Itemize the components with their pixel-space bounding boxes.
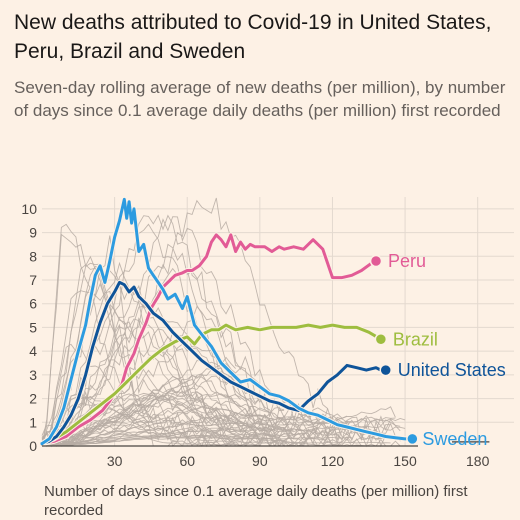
brazil-end-point bbox=[374, 333, 388, 346]
other-country-line bbox=[41, 394, 416, 447]
other-countries-lines bbox=[41, 197, 416, 448]
other-country-line bbox=[41, 375, 382, 446]
other-country-line bbox=[41, 404, 275, 447]
y-tick-label: 8 bbox=[29, 248, 37, 264]
series-labels: Peru Brazil United States Sweden bbox=[388, 251, 506, 449]
other-country-line bbox=[41, 318, 333, 447]
y-tick-label: 5 bbox=[29, 319, 37, 335]
other-country-line bbox=[41, 392, 294, 447]
other-country-line bbox=[41, 436, 352, 447]
x-tick-label: 180 bbox=[466, 453, 490, 469]
x-tick-label: 150 bbox=[393, 453, 417, 469]
y-tick-label: 0 bbox=[29, 438, 37, 454]
axes: 0 1 2 3 4 5 6 7 8 9 10 30 60 90 120 150 180 bbox=[21, 201, 489, 469]
other-country-line bbox=[41, 243, 270, 448]
sweden-label: Sweden bbox=[422, 429, 487, 449]
chart-title: New deaths attributed to Covid-19 in Uni… bbox=[14, 11, 492, 63]
x-axis-title: Number of days since 0.1 average daily d… bbox=[44, 483, 468, 519]
united-states-end-point bbox=[379, 363, 392, 377]
other-country-line bbox=[41, 395, 348, 447]
other-country-line bbox=[41, 375, 241, 447]
brazil-label: Brazil bbox=[393, 329, 438, 349]
x-tick-label: 30 bbox=[107, 453, 123, 469]
other-country-line bbox=[41, 400, 406, 447]
y-tick-label: 10 bbox=[21, 201, 37, 217]
peru-end-point bbox=[369, 254, 383, 268]
other-country-line bbox=[41, 282, 401, 447]
y-tick-label: 3 bbox=[29, 367, 37, 383]
sweden-line bbox=[40, 197, 414, 446]
other-country-line bbox=[41, 216, 391, 447]
other-country-line bbox=[41, 391, 396, 447]
x-tick-label: 90 bbox=[252, 453, 268, 469]
other-country-line bbox=[41, 360, 319, 447]
other-country-line bbox=[41, 422, 309, 447]
chart-subtitle: Seven-day rolling average of new deaths … bbox=[14, 78, 506, 120]
line-chart: 0 1 2 3 4 5 6 7 8 9 10 30 60 90 120 150 180 Peru Brazil Un… bbox=[21, 196, 514, 469]
y-tick-label: 2 bbox=[29, 391, 37, 407]
highlighted-series bbox=[40, 196, 419, 447]
other-country-line bbox=[41, 431, 270, 447]
y-tick-label: 7 bbox=[29, 272, 37, 288]
other-country-line bbox=[41, 197, 396, 448]
other-country-line bbox=[41, 394, 299, 446]
y-tick-label: 4 bbox=[29, 343, 37, 359]
brazil-line bbox=[40, 323, 383, 446]
x-tick-label: 60 bbox=[179, 453, 195, 469]
sweden-end-point bbox=[406, 432, 419, 446]
peru-label: Peru bbox=[388, 251, 426, 271]
y-tick-label: 6 bbox=[29, 296, 37, 312]
y-tick-label: 1 bbox=[29, 414, 37, 430]
united-states-line bbox=[40, 280, 388, 446]
y-tick-label: 9 bbox=[29, 225, 37, 241]
united-states-label: United States bbox=[398, 360, 506, 380]
x-tick-label: 120 bbox=[321, 453, 345, 469]
